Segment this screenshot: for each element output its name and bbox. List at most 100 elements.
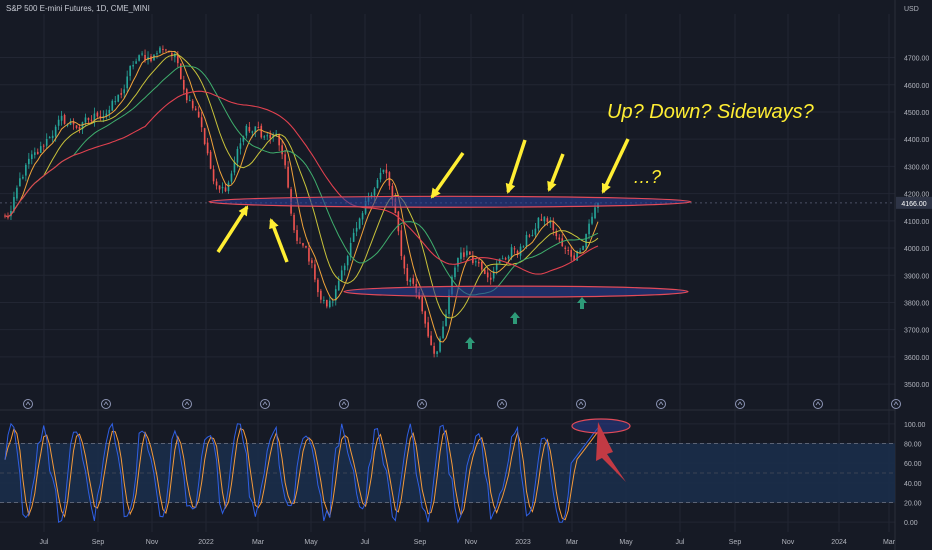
price-tick-label: 4100.00	[904, 219, 929, 226]
candle-down	[206, 142, 209, 154]
x-tick-label: Nov	[465, 539, 478, 546]
candle-down	[87, 118, 90, 120]
candle-down	[162, 48, 164, 50]
price-tick-label: 3900.00	[904, 273, 929, 280]
event-icon	[656, 399, 666, 409]
candle-down	[72, 121, 75, 125]
event-icon-ring	[417, 399, 427, 409]
candle-up	[534, 228, 537, 235]
candle-up	[349, 242, 352, 257]
candle-up	[361, 213, 364, 220]
event-icon-glyph	[499, 401, 505, 406]
event-icon	[735, 399, 745, 409]
x-tick-label: Jul	[361, 539, 370, 546]
x-tick-label: Mar	[252, 539, 265, 546]
candle-down	[424, 311, 426, 324]
candle-down	[567, 250, 570, 252]
candle-down	[421, 296, 424, 312]
candle-down	[570, 250, 573, 257]
candle-down	[281, 145, 283, 155]
candle-down	[477, 261, 480, 264]
candle-down	[558, 237, 561, 240]
resistance-zone	[208, 195, 692, 208]
stoch-tick-label: 100.00	[904, 422, 926, 429]
candle-up	[10, 210, 12, 217]
candle-up	[114, 101, 117, 103]
price-tick-label: 4000.00	[904, 246, 929, 253]
candle-down	[120, 93, 123, 95]
event-icon	[891, 399, 901, 409]
yellow-arrow	[269, 218, 289, 263]
candle-up	[25, 164, 27, 176]
currency-label: USD	[904, 6, 919, 13]
candle-up	[525, 234, 528, 247]
candle-down	[90, 119, 93, 121]
stoch-tick-label: 40.00	[904, 481, 922, 488]
candle-down	[403, 256, 406, 269]
stoch-tick-label: 0.00	[904, 520, 918, 527]
candle-up	[54, 126, 57, 137]
candle-up	[266, 135, 269, 137]
candle-down	[320, 290, 322, 300]
x-tick-label: May	[619, 539, 633, 546]
candle-down	[203, 128, 206, 144]
candle-up	[123, 89, 126, 94]
headline-annotation: Up? Down? Sideways?	[607, 101, 815, 123]
x-tick-label: Jul	[676, 539, 685, 546]
candle-up	[263, 136, 266, 138]
sma-green-line	[4, 65, 599, 296]
candle-up	[51, 135, 54, 139]
candle-up	[373, 188, 376, 196]
price-tick-label: 4300.00	[904, 164, 929, 171]
candle-up	[531, 234, 534, 236]
stoch-tick-label: 20.00	[904, 501, 922, 508]
candle-down	[209, 151, 212, 169]
event-icon-ring	[101, 399, 111, 409]
candle-up	[594, 207, 596, 219]
candle-down	[427, 322, 429, 337]
candle-up	[448, 295, 450, 314]
candle-up	[221, 186, 224, 189]
stoch-d-line	[4, 427, 599, 521]
candle-down	[224, 187, 227, 192]
candle-down	[215, 181, 218, 186]
candle-down	[397, 211, 400, 232]
candle-up	[33, 152, 36, 155]
candle-down	[469, 251, 471, 255]
candle-down	[36, 151, 39, 155]
candle-up	[492, 271, 495, 279]
candle-down	[391, 185, 394, 200]
candle-down	[171, 53, 173, 56]
candle-down	[400, 230, 403, 256]
candle-down	[212, 169, 215, 182]
candle-up	[233, 162, 236, 173]
candle-down	[311, 260, 313, 263]
candle-up	[382, 169, 385, 173]
x-tick-label: May	[304, 539, 318, 546]
event-icon-glyph	[578, 401, 584, 406]
candle-up	[135, 61, 137, 64]
candle-down	[293, 214, 295, 231]
axis-layer: 4166.00 USD 3500.00 3600.00 3700.00 3800.00 39…	[40, 6, 932, 546]
candle-up	[379, 172, 382, 180]
candle-up	[236, 148, 239, 163]
event-icon	[260, 399, 270, 409]
candle-up	[132, 65, 134, 67]
stoch-tick-label: 80.00	[904, 442, 922, 449]
annotation-layer: Up? Down? Sideways? …?	[208, 101, 815, 482]
candle-down	[317, 279, 319, 293]
candle-down	[302, 243, 304, 246]
candle-down	[516, 250, 519, 255]
candle-up	[334, 289, 337, 301]
candle-up	[576, 251, 578, 261]
candle-down	[96, 112, 99, 117]
candle-up	[117, 94, 120, 102]
candle-up	[460, 252, 462, 259]
event-icon-glyph	[25, 401, 31, 406]
candle-up	[16, 187, 18, 199]
candle-down	[269, 134, 272, 139]
stoch-k-line	[4, 422, 599, 524]
event-icon	[576, 399, 586, 409]
